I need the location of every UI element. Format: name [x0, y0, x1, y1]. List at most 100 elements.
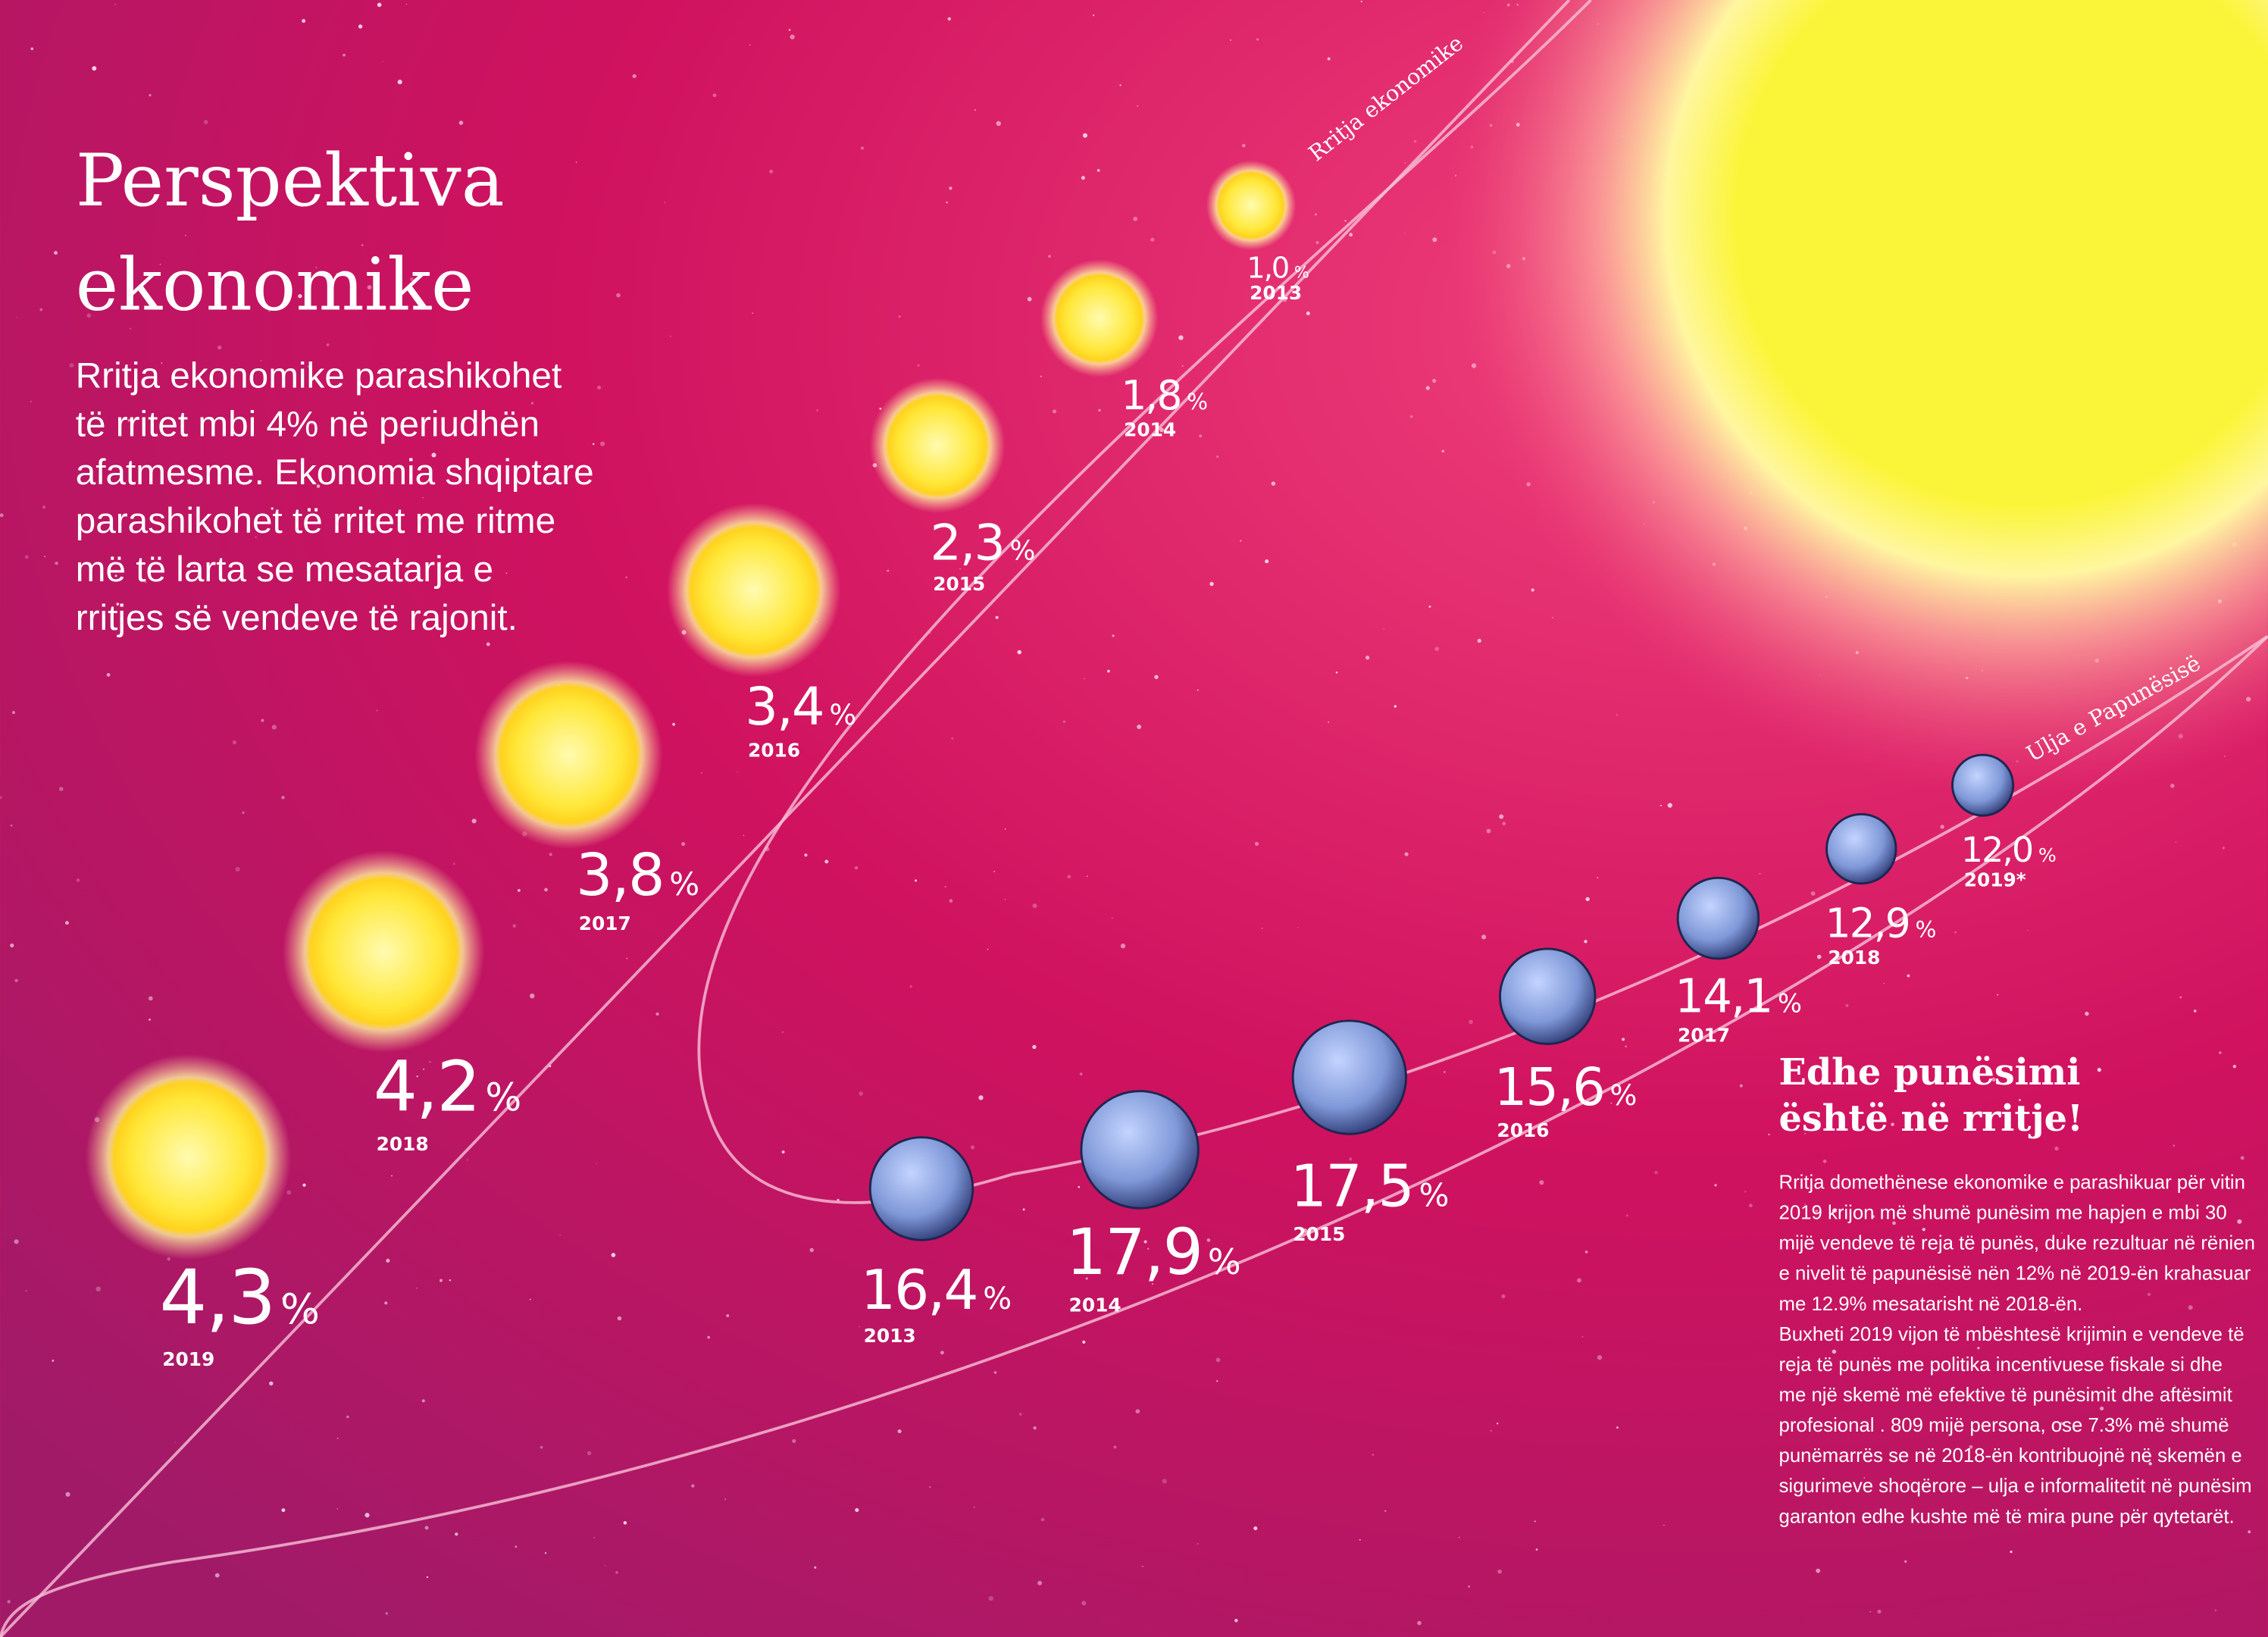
star [1133, 217, 1137, 221]
star [1922, 1228, 1925, 1231]
star [909, 985, 912, 988]
star [994, 1371, 997, 1374]
planet [1827, 814, 1896, 883]
star [337, 1438, 339, 1439]
star [769, 170, 773, 174]
star [1121, 944, 1125, 948]
star [1845, 1004, 1848, 1007]
star [1714, 1184, 1716, 1186]
star [1336, 671, 1338, 674]
unit: % [485, 1075, 520, 1119]
sidebar-title: Edhe punësimi [1779, 1051, 2081, 1094]
star [1093, 14, 1094, 16]
sun [474, 661, 662, 849]
star [95, 1287, 100, 1291]
star [337, 1508, 338, 1509]
star [593, 443, 595, 446]
year-label: 2015 [1293, 1223, 1345, 1245]
planet [1953, 755, 2013, 815]
star [513, 924, 516, 927]
star [1048, 255, 1051, 258]
star [1078, 1186, 1081, 1188]
star [59, 787, 64, 791]
star [16, 317, 17, 318]
star [1616, 1426, 1619, 1429]
star [1817, 955, 1822, 959]
star [1597, 1355, 1602, 1360]
value-number: 17,9 [1066, 1215, 1202, 1289]
star [286, 1191, 291, 1195]
star [782, 1031, 784, 1033]
star [1660, 805, 1662, 806]
star [149, 996, 153, 1000]
star [2237, 1219, 2241, 1224]
star [486, 643, 490, 646]
intro-line: të rritet mbi 4% në periudhën [76, 404, 540, 444]
star [66, 1492, 70, 1497]
sidebar-line: Rritja domethënese ekonomike e parashiku… [1779, 1172, 2245, 1193]
star [2027, 930, 2029, 931]
star [1316, 241, 1319, 244]
star [1654, 1171, 1657, 1174]
star [1582, 1336, 1584, 1338]
star [1768, 1134, 1769, 1135]
star [1534, 1520, 1536, 1522]
unit: % [1419, 1176, 1448, 1213]
star [2233, 1065, 2236, 1068]
star [1749, 1203, 1753, 1207]
star [804, 853, 807, 856]
star [790, 35, 794, 39]
star [1067, 875, 1071, 878]
value-number: 14,1 [1675, 970, 1772, 1024]
star [2188, 1305, 2193, 1310]
star [2215, 1609, 2217, 1611]
value-number: 12,9 [1825, 899, 1910, 947]
star [1816, 1569, 1820, 1573]
star [792, 1439, 796, 1443]
star [1033, 1426, 1036, 1429]
year-label: 2014 [1124, 418, 1176, 440]
star [810, 1248, 814, 1252]
star [175, 1441, 177, 1443]
star [545, 1552, 546, 1554]
star [1977, 1347, 1979, 1349]
star [215, 1573, 220, 1578]
star [384, 1301, 387, 1304]
intro-line: afatmesme. Ekonomia shqiptare [76, 452, 594, 493]
star [2170, 784, 2174, 787]
star [44, 556, 45, 557]
star [974, 109, 976, 111]
star [39, 308, 42, 311]
star [701, 772, 702, 774]
star [1107, 670, 1110, 673]
star [12, 711, 15, 714]
star [130, 328, 131, 330]
star [233, 740, 236, 744]
star [1234, 1619, 1238, 1623]
star [1949, 1320, 1950, 1322]
sidebar-line: Buxheti 2019 vijon të mbështesë krijimin… [1779, 1324, 2245, 1345]
star [625, 576, 627, 578]
year-label: 2013 [864, 1325, 916, 1347]
star [236, 867, 240, 872]
star [2219, 1051, 2222, 1054]
star [1429, 606, 1431, 608]
star [269, 1382, 273, 1385]
unit: % [1610, 1078, 1636, 1112]
star [217, 346, 221, 349]
star [600, 441, 605, 446]
star [377, 3, 382, 8]
year-label: 2013 [1250, 282, 1302, 304]
star [459, 121, 464, 125]
star [1137, 725, 1141, 729]
star [949, 186, 952, 189]
unit: % [1778, 989, 1801, 1019]
star [42, 505, 45, 509]
star [559, 1235, 561, 1236]
star [1197, 1543, 1199, 1545]
star [281, 1508, 285, 1512]
star [1082, 1341, 1085, 1344]
star [1119, 84, 1121, 86]
star [386, 1612, 389, 1615]
sidebar-line: me një skemë më efektive të punësimit dh… [1779, 1385, 2232, 1406]
